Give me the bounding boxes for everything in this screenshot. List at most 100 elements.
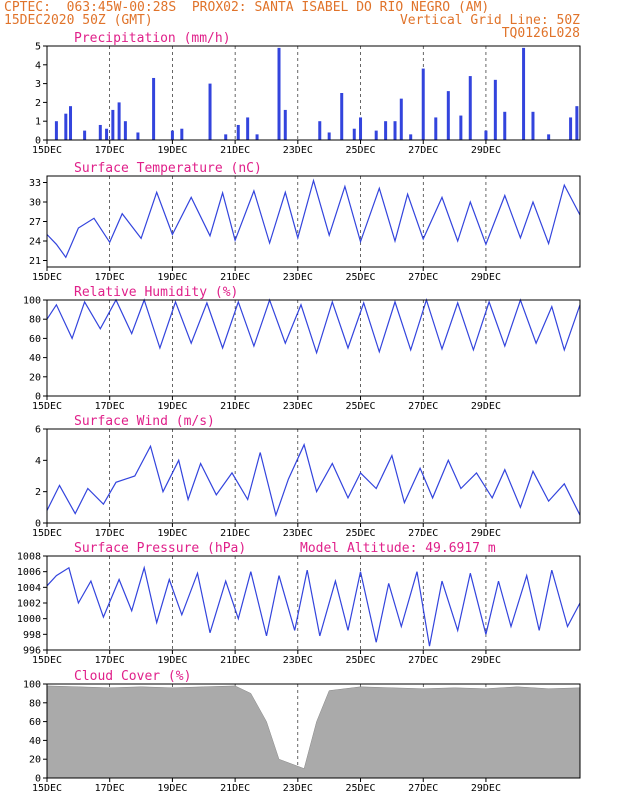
precip-bar <box>318 121 322 140</box>
precip-bar <box>208 83 212 140</box>
precip-bar <box>283 109 287 140</box>
precip-bar <box>421 68 425 140</box>
rh-line <box>46 298 581 355</box>
y-tick-label: 0 <box>35 392 41 403</box>
x-tick-label: 23DEC <box>283 655 313 666</box>
x-tick-label: 21DEC <box>220 401 250 412</box>
precip-bar <box>531 111 535 140</box>
precip-bar <box>246 117 250 140</box>
header-grid-note: Vertical Grid Line: 50Z <box>399 13 580 28</box>
cloud-title: Cloud Cover (%) <box>74 669 191 684</box>
precip-bar <box>111 109 115 140</box>
y-tick-label: 40 <box>29 736 41 747</box>
precip-bar <box>277 47 281 140</box>
y-tick-label: 60 <box>29 717 41 728</box>
x-tick-label: 21DEC <box>220 528 250 539</box>
x-tick-label: 25DEC <box>345 655 375 666</box>
y-tick-label: 40 <box>29 353 41 364</box>
y-tick-label: 1006 <box>17 567 41 578</box>
precip-bar <box>384 121 388 140</box>
x-tick-label: 17DEC <box>95 528 125 539</box>
y-tick-label: 1 <box>35 117 41 128</box>
x-tick-label: 27DEC <box>408 145 438 156</box>
pres-title: Surface Pressure (hPa) <box>74 541 246 556</box>
y-tick-label: 0 <box>35 774 41 785</box>
precip-bar <box>493 79 497 140</box>
y-tick-label: 4 <box>35 456 41 467</box>
y-tick-label: 27 <box>29 217 41 228</box>
precip-bar <box>393 121 397 140</box>
y-tick-label: 20 <box>29 372 41 383</box>
x-tick-label: 21DEC <box>220 783 250 794</box>
y-tick-label: 996 <box>23 646 41 657</box>
header-date: 15DEC2020 50Z (GMT) <box>4 13 153 28</box>
precip-bar <box>503 111 507 140</box>
x-tick-label: 23DEC <box>283 145 313 156</box>
y-tick-label: 80 <box>29 698 41 709</box>
x-tick-label: 23DEC <box>283 401 313 412</box>
precip-bar <box>340 93 344 140</box>
y-tick-label: 33 <box>29 178 41 189</box>
y-tick-label: 60 <box>29 334 41 345</box>
x-tick-label: 27DEC <box>408 783 438 794</box>
x-tick-label: 17DEC <box>95 655 125 666</box>
x-tick-label: 27DEC <box>408 528 438 539</box>
x-tick-label: 27DEC <box>408 272 438 283</box>
x-tick-label: 19DEC <box>157 272 187 283</box>
y-tick-label: 1008 <box>17 552 41 563</box>
precip-bar <box>434 117 438 140</box>
y-tick-label: 100 <box>23 680 41 691</box>
precip-bar <box>399 98 403 140</box>
precip-bar <box>64 113 68 140</box>
panel-frame <box>46 45 581 141</box>
panel-frame <box>46 175 581 268</box>
x-tick-label: 27DEC <box>408 655 438 666</box>
y-tick-label: 5 <box>35 42 41 53</box>
cloud-area <box>46 685 581 779</box>
precip-bar <box>105 128 109 140</box>
x-tick-label: 19DEC <box>157 401 187 412</box>
temp-line <box>46 178 581 259</box>
wind-line <box>46 442 581 518</box>
precip-bar <box>522 47 526 140</box>
precip-bar <box>98 124 102 140</box>
y-tick-label: 1004 <box>17 583 41 594</box>
y-tick-label: 100 <box>23 296 41 307</box>
header-model-id: TQ0126L028 <box>501 26 580 41</box>
x-tick-label: 23DEC <box>283 528 313 539</box>
rh-title: Relative Humidity (%) <box>74 285 238 300</box>
precip-bar <box>484 130 488 140</box>
y-tick-label: 2 <box>35 98 41 109</box>
y-tick-label: 2 <box>35 487 41 498</box>
panel-frame <box>46 428 581 524</box>
precip-bar <box>170 130 174 140</box>
precip-bar <box>409 134 413 140</box>
x-tick-label: 19DEC <box>157 528 187 539</box>
x-tick-label: 15DEC <box>32 272 62 283</box>
y-tick-label: 24 <box>29 237 41 248</box>
x-tick-label: 15DEC <box>32 401 62 412</box>
precip-bar <box>327 132 331 140</box>
x-tick-label: 15DEC <box>32 655 62 666</box>
y-tick-label: 6 <box>35 425 41 436</box>
x-tick-label: 21DEC <box>220 655 250 666</box>
precip-bar <box>152 77 156 140</box>
x-tick-label: 17DEC <box>95 272 125 283</box>
x-tick-label: 29DEC <box>471 401 501 412</box>
precip-bar <box>123 121 127 140</box>
x-tick-label: 15DEC <box>32 528 62 539</box>
x-tick-label: 29DEC <box>471 272 501 283</box>
y-tick-label: 21 <box>29 256 41 267</box>
precip-bar <box>54 121 58 140</box>
precip-bar <box>224 134 228 140</box>
precip-bar <box>136 132 140 140</box>
x-tick-label: 21DEC <box>220 145 250 156</box>
precip-bar <box>359 117 363 140</box>
precip-bar <box>117 102 121 140</box>
x-tick-label: 15DEC <box>32 783 62 794</box>
header-line-1: CPTEC: 063:45W-00:28S PROX02: SANTA ISAB… <box>4 0 490 15</box>
precip-bar <box>446 91 450 140</box>
y-tick-label: 998 <box>23 630 41 641</box>
wind-title: Surface Wind (m/s) <box>74 414 215 429</box>
